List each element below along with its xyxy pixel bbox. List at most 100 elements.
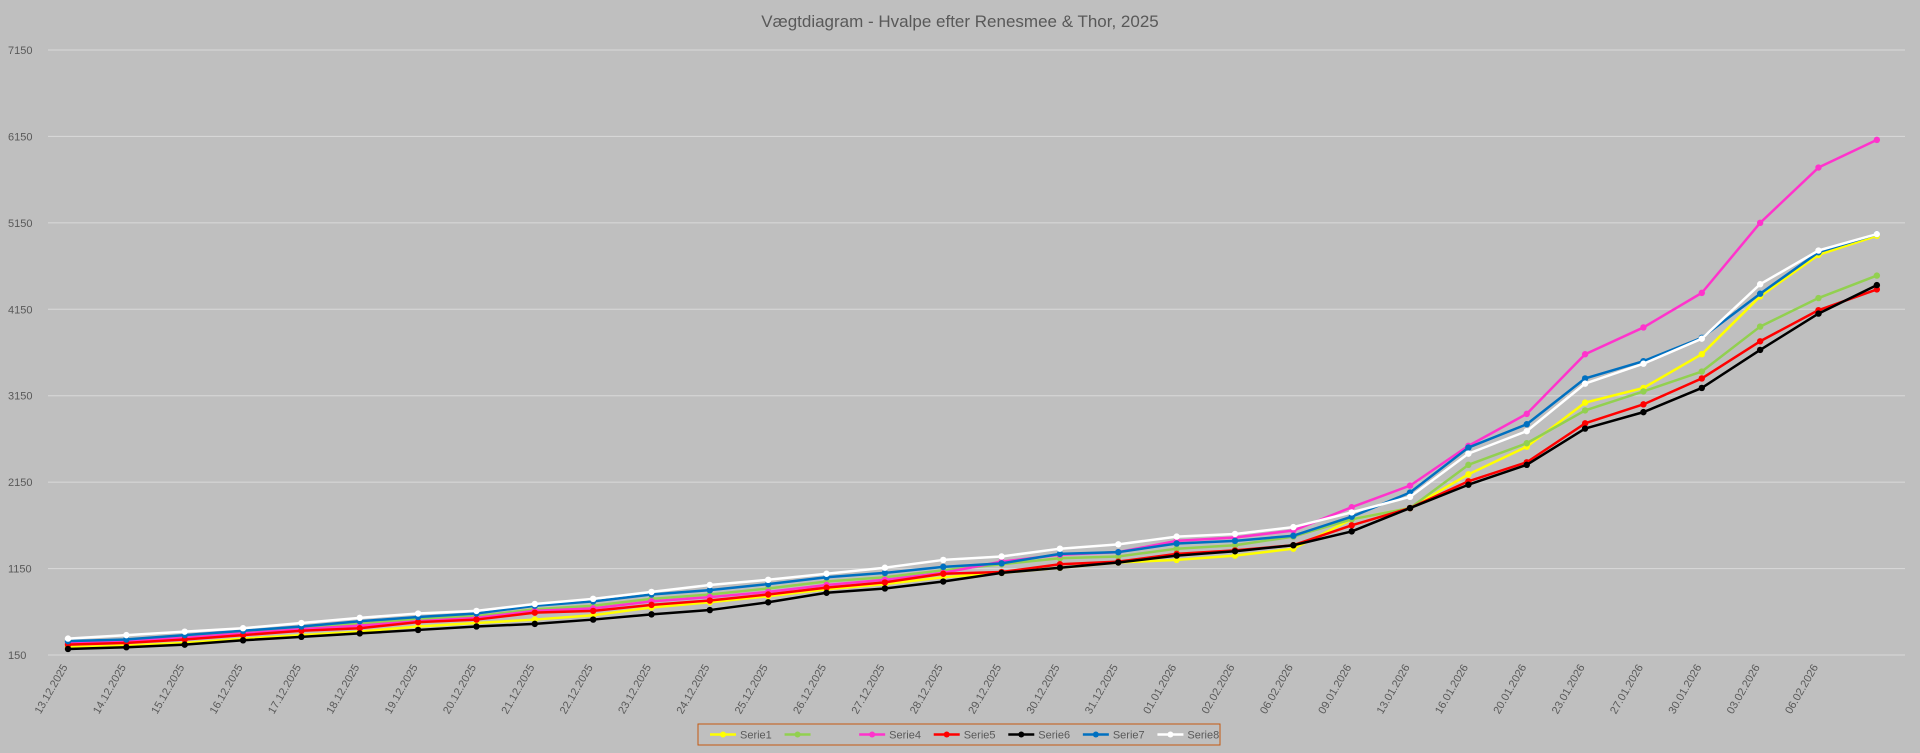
data-point xyxy=(1756,346,1764,354)
data-point xyxy=(1523,461,1530,469)
data-point xyxy=(1348,504,1355,511)
y-tick-label: 4150 xyxy=(8,304,32,316)
legend-swatch-marker xyxy=(869,731,876,738)
data-point xyxy=(881,579,889,586)
data-point xyxy=(181,641,188,648)
data-point xyxy=(940,578,947,585)
data-point xyxy=(940,556,947,564)
data-point xyxy=(1348,528,1355,535)
data-point xyxy=(1056,564,1064,571)
data-point xyxy=(1465,450,1472,457)
legend-item xyxy=(784,731,811,738)
series-serie7 xyxy=(64,230,1881,645)
data-point xyxy=(765,599,772,606)
x-tick-label: 28.12.2025 xyxy=(908,663,946,717)
data-point xyxy=(1231,548,1239,555)
legend-item: Serie5 xyxy=(933,730,996,742)
x-tick-label: 23.01.2026 xyxy=(1550,663,1588,717)
series-line xyxy=(67,232,1878,643)
grid-layer xyxy=(48,49,1905,656)
data-point xyxy=(414,626,422,634)
data-point xyxy=(1698,351,1706,358)
x-tick-label: 16.01.2026 xyxy=(1433,663,1471,717)
data-point xyxy=(706,597,714,604)
data-point xyxy=(765,576,772,584)
data-point xyxy=(706,581,714,589)
data-point xyxy=(940,563,947,571)
data-point xyxy=(531,609,538,616)
data-point xyxy=(1581,407,1589,414)
data-point xyxy=(1581,351,1589,358)
y-tick-label: 1150 xyxy=(8,564,32,576)
x-tick-label: 13.01.2026 xyxy=(1375,663,1413,717)
legend-label: Serie6 xyxy=(1038,730,1070,742)
x-tick-label: 29.12.2025 xyxy=(966,663,1004,717)
data-point xyxy=(1640,388,1647,395)
x-tick-label: 30.01.2026 xyxy=(1666,663,1704,717)
data-point xyxy=(356,630,363,637)
x-tick-label: 02.02.2026 xyxy=(1200,663,1238,717)
legend-swatch-marker xyxy=(794,731,801,738)
data-point xyxy=(998,569,1005,577)
data-point xyxy=(64,645,72,653)
y-tick-label: 5150 xyxy=(8,218,32,230)
data-point xyxy=(1348,522,1355,529)
x-tick-label: 21.12.2025 xyxy=(499,663,537,717)
legend-item: Serie4 xyxy=(859,730,921,742)
x-tick-label: 06.02.2026 xyxy=(1783,663,1821,717)
data-point xyxy=(1873,272,1881,279)
data-point xyxy=(1815,310,1822,317)
data-point xyxy=(1465,471,1472,478)
x-tick-label: 23.12.2025 xyxy=(616,663,654,717)
data-point xyxy=(356,625,363,632)
x-tick-label: 18.12.2025 xyxy=(324,663,362,717)
y-tick-label: 6150 xyxy=(8,131,32,143)
y-axis: 150 1150 2150 3150 4150 5150 6150 7150 xyxy=(8,45,32,662)
data-point xyxy=(706,586,714,594)
series-serie8 xyxy=(64,230,1881,642)
data-point xyxy=(1581,420,1589,427)
data-point xyxy=(1756,290,1764,297)
legend-swatch-marker xyxy=(1018,731,1025,738)
legend-item: Serie6 xyxy=(1008,730,1070,742)
x-tick-label: 20.01.2026 xyxy=(1491,663,1529,717)
data-point xyxy=(1698,384,1706,392)
data-point xyxy=(823,584,830,591)
data-point xyxy=(881,569,889,577)
series-serie1 xyxy=(64,232,1881,651)
data-point xyxy=(1290,532,1297,539)
x-tick-label: 03.02.2026 xyxy=(1725,663,1763,717)
legend-label: Serie8 xyxy=(1187,730,1219,742)
data-point xyxy=(1056,550,1064,558)
data-point xyxy=(531,600,538,608)
legend-swatch-marker xyxy=(1092,731,1099,738)
series-line xyxy=(67,234,1878,649)
data-point xyxy=(473,607,480,615)
chart-title: Vægtdiagram - Hvalpe efter Renesmee & Th… xyxy=(761,12,1159,31)
series-layer xyxy=(64,136,1881,653)
data-point xyxy=(1406,482,1414,489)
data-point xyxy=(239,637,247,644)
data-point xyxy=(1815,247,1822,254)
data-point xyxy=(1756,219,1764,227)
data-point xyxy=(706,606,714,614)
data-point xyxy=(998,553,1005,560)
data-point xyxy=(1115,548,1122,556)
data-point xyxy=(881,564,889,571)
data-point xyxy=(1173,533,1180,540)
data-point xyxy=(64,635,72,642)
data-point xyxy=(414,618,422,626)
data-point xyxy=(1581,399,1589,406)
data-point xyxy=(181,628,188,635)
y-tick-label: 150 xyxy=(8,650,26,662)
data-point xyxy=(356,614,363,622)
x-tick-label: 01.01.2026 xyxy=(1141,663,1179,717)
data-point xyxy=(1581,375,1589,382)
data-point xyxy=(1465,461,1472,469)
legend-swatch-marker xyxy=(1167,731,1174,738)
x-axis: 13.12.2025 14.12.2025 15.12.2025 16.12.2025… xyxy=(33,663,1821,717)
x-tick-label: 30.12.2025 xyxy=(1025,663,1063,717)
data-point xyxy=(298,619,305,627)
data-point xyxy=(1290,542,1297,549)
data-point xyxy=(1815,164,1822,171)
